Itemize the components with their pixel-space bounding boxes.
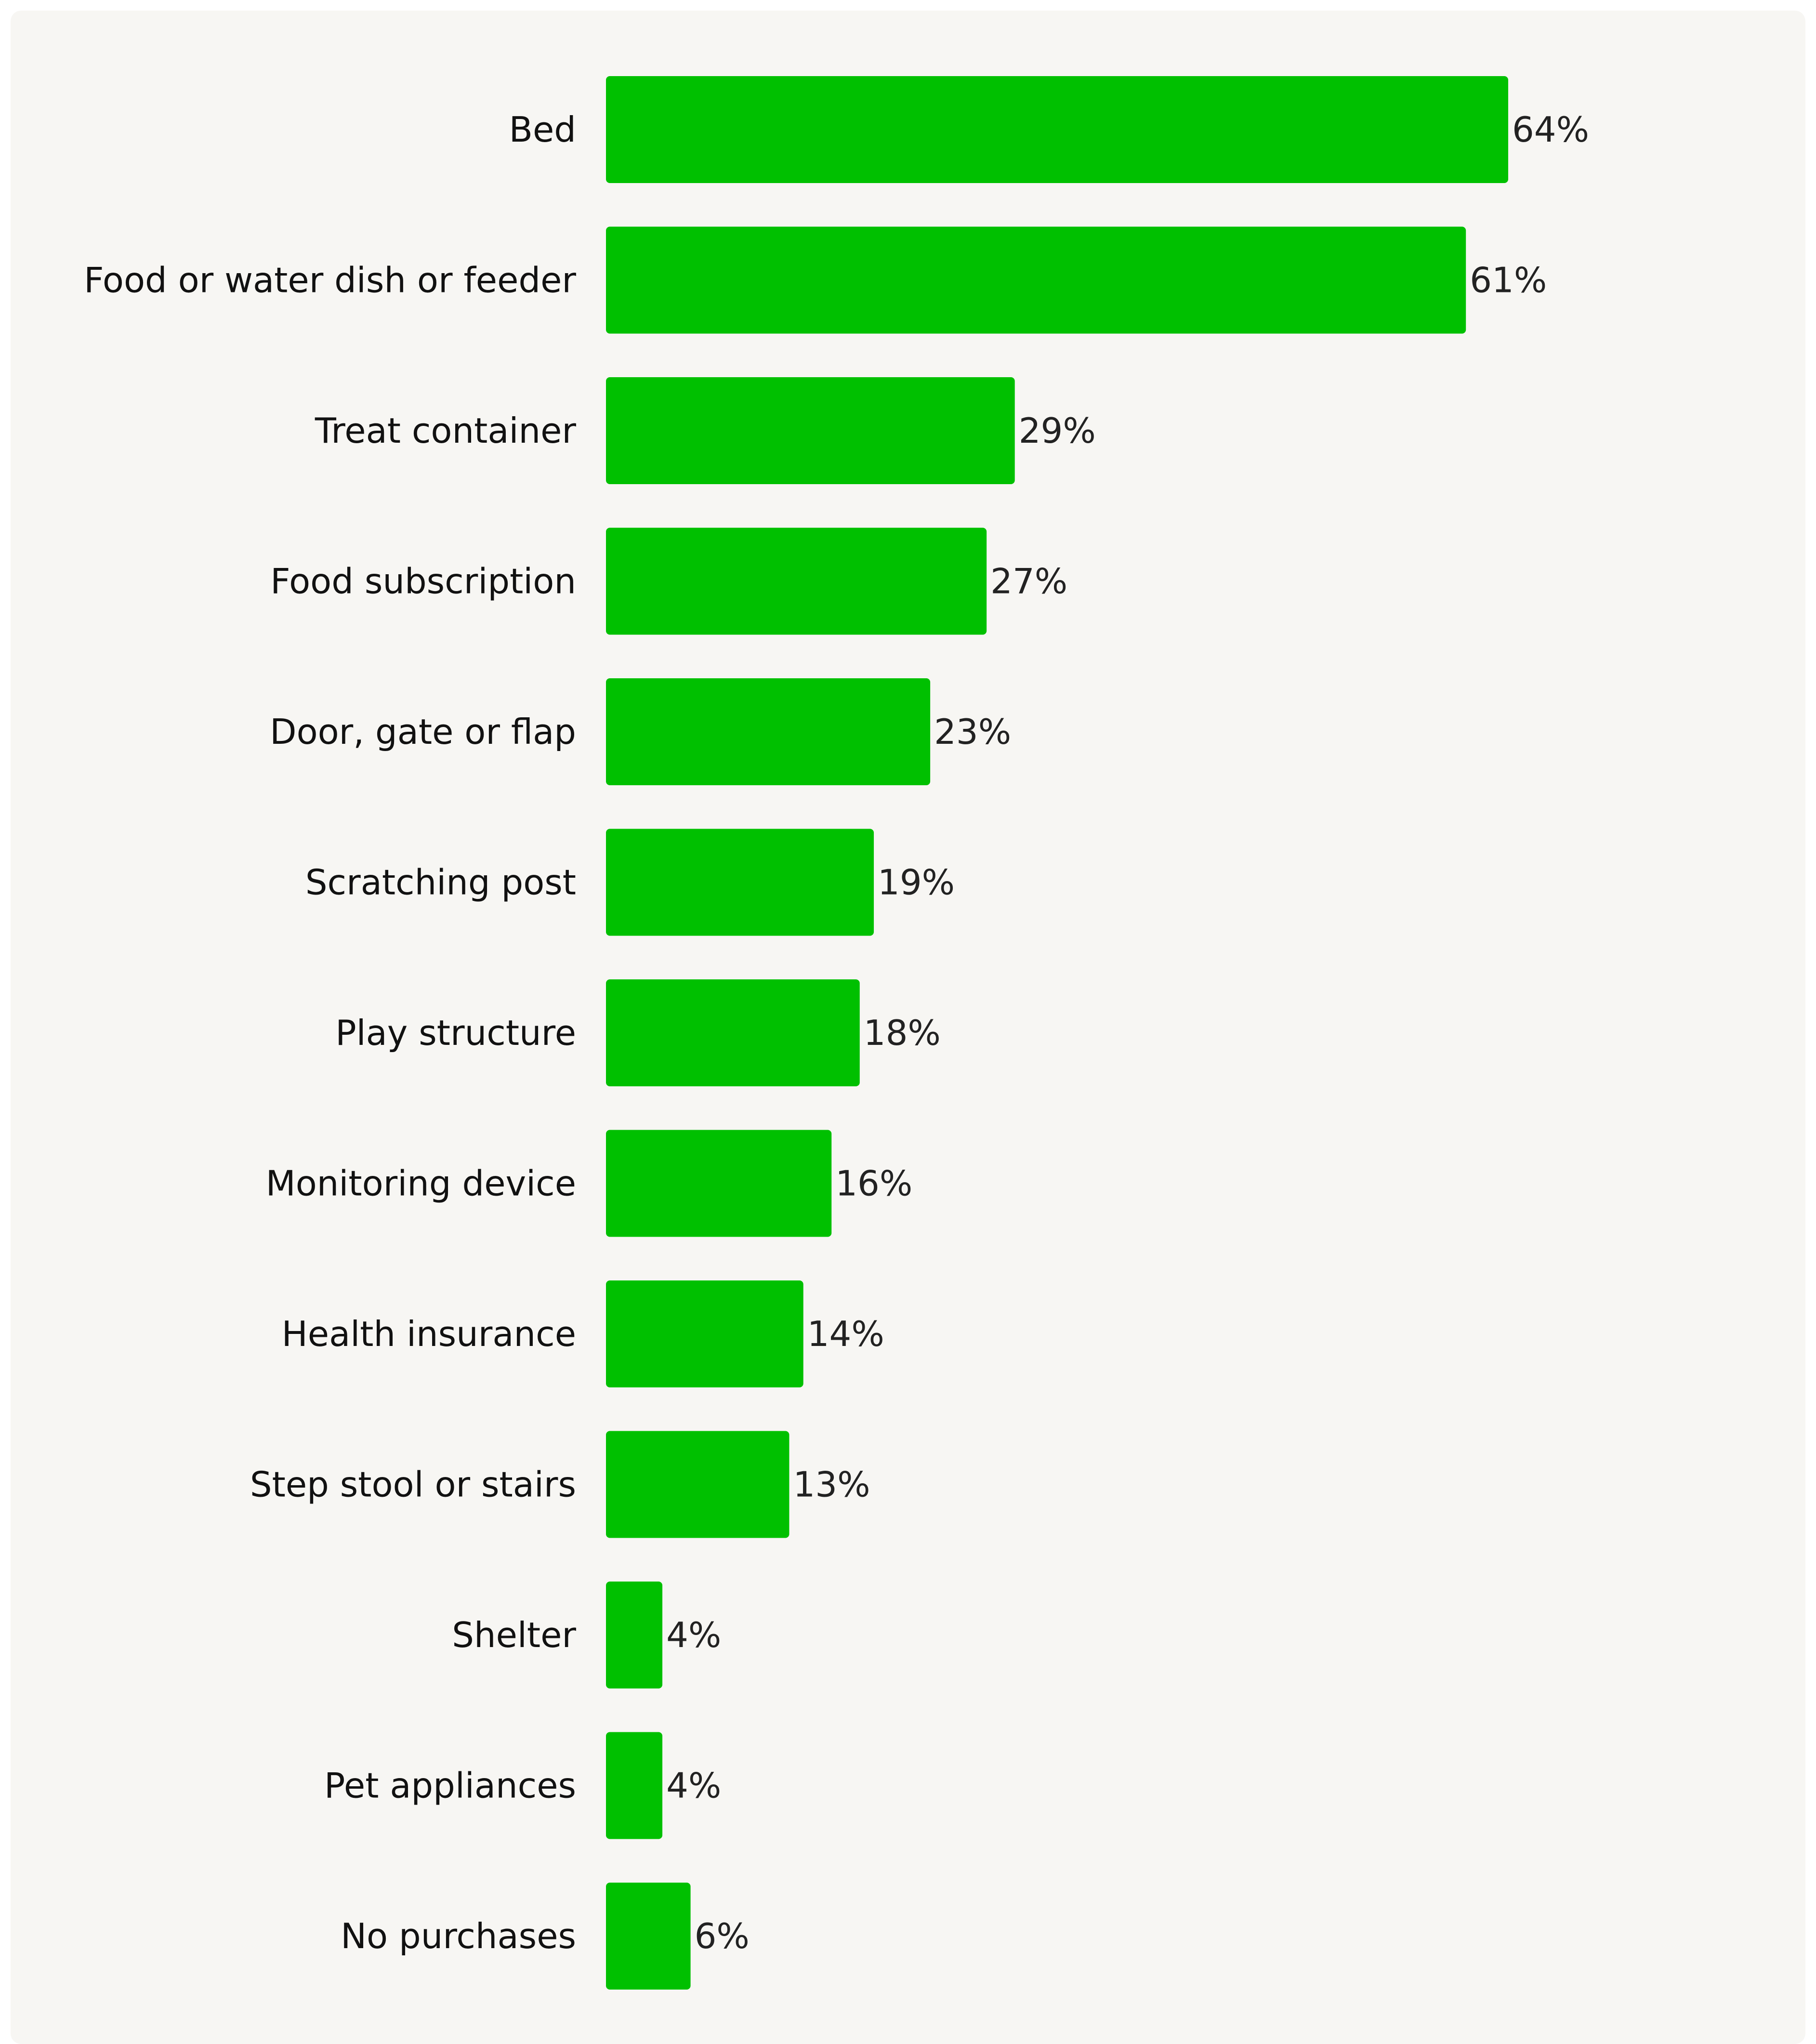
bar-12: [606, 1883, 691, 1990]
category-label-9: Step stool or stairs: [250, 1464, 576, 1505]
value-label-4: 23%: [934, 712, 1011, 752]
value-label-7: 16%: [835, 1163, 912, 1204]
bar-3: [606, 527, 987, 635]
category-label-7: Monitoring device: [266, 1163, 576, 1204]
bar-6: [606, 979, 860, 1086]
category-label-8: Health insurance: [282, 1314, 576, 1354]
bar-1: [606, 226, 1466, 334]
category-label-3: Food subscription: [270, 561, 576, 602]
category-label-10: Shelter: [452, 1615, 576, 1655]
bar-11: [606, 1732, 663, 1839]
value-label-3: 27%: [990, 561, 1067, 602]
value-label-0: 64%: [1512, 109, 1589, 150]
bar-10: [606, 1582, 663, 1688]
value-label-10: 4%: [666, 1615, 721, 1655]
value-label-1: 61%: [1470, 260, 1547, 301]
bar-2: [606, 377, 1015, 484]
bar-0: [606, 76, 1508, 183]
bar-7: [606, 1130, 832, 1237]
bar-4: [606, 678, 931, 785]
value-label-11: 4%: [666, 1766, 721, 1806]
category-label-11: Pet appliances: [324, 1766, 576, 1806]
category-label-5: Scratching post: [305, 862, 576, 903]
value-label-12: 6%: [695, 1916, 750, 1956]
value-label-8: 14%: [807, 1314, 884, 1354]
category-label-12: No purchases: [341, 1916, 576, 1956]
value-label-9: 13%: [793, 1464, 870, 1505]
category-label-4: Door, gate or flap: [270, 712, 576, 752]
category-label-0: Bed: [509, 109, 576, 150]
bar-9: [606, 1431, 790, 1538]
category-label-1: Food or water dish or feeder: [84, 260, 576, 301]
category-label-6: Play structure: [335, 1013, 576, 1053]
bar-5: [606, 829, 874, 936]
value-label-5: 19%: [878, 862, 955, 903]
category-labels-group: Bed Food or water dish or feeder Treat con…: [84, 109, 576, 1956]
value-label-6: 18%: [864, 1013, 941, 1053]
value-label-2: 29%: [1019, 410, 1096, 451]
category-label-2: Treat container: [315, 410, 577, 451]
chart-card: [11, 11, 1805, 2044]
bar-8: [606, 1280, 803, 1387]
value-labels-group: 64% 61% 29% 27% 23% 19% 18% 16% 14% 13% 4% 4% 6%: [666, 109, 1589, 1956]
bars-group: [606, 76, 1508, 1990]
